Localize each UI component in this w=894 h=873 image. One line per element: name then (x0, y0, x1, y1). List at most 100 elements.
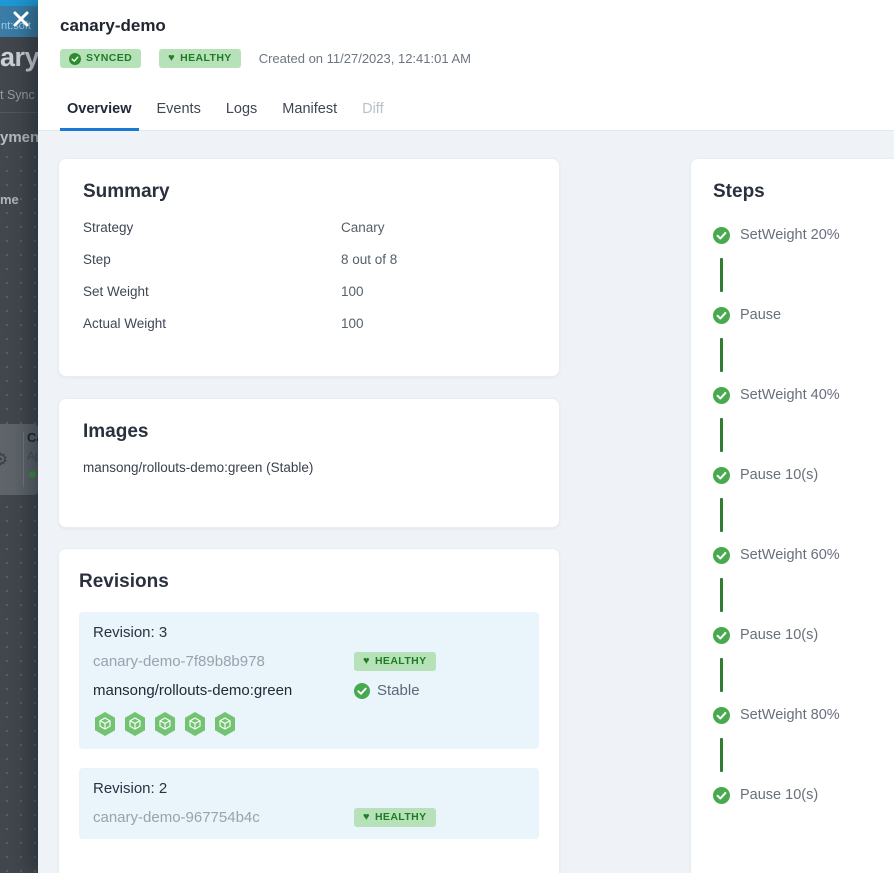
panel-header: canary-demo SYNCED ♥ HEALTHY Created on … (38, 0, 894, 131)
background-dot-grid (0, 150, 38, 873)
check-circle-icon (69, 52, 81, 65)
revision-title: Revision: 3 (93, 624, 168, 641)
steps-list: SetWeight 20% Pause SetWeight 40% Pause … (713, 225, 894, 805)
step-item: SetWeight 40% (713, 385, 894, 405)
summary-row-label: Set Weight (83, 284, 149, 299)
background-name-text-fragment: me (0, 192, 19, 207)
step-connector-line (720, 578, 723, 612)
step-label: Pause 10(s) (740, 467, 819, 483)
pod-icon[interactable] (183, 711, 207, 737)
background-divider (0, 112, 38, 113)
revisions-heading: Revisions (79, 571, 169, 592)
background-status-dot (29, 471, 36, 478)
step-check-circle-icon (713, 466, 730, 484)
step-item: Pause 10(s) (713, 625, 894, 645)
images-heading: Images (83, 421, 149, 442)
step-check-circle-icon (713, 626, 730, 644)
replicaset-name: canary-demo-7f89b8b978 (93, 653, 265, 670)
revision-replicaset-row: canary-demo-7f89b8b978 ♥ HEALTHY (93, 652, 525, 671)
summary-row-label: Actual Weight (83, 316, 167, 331)
background-card-fragment: ⚙ Ca Ap (0, 424, 38, 495)
page-title: canary-demo (60, 16, 166, 35)
close-panel-button[interactable] (11, 9, 31, 29)
step-connector-line (720, 418, 723, 452)
revision-healthy-badge: ♥ HEALTHY (354, 652, 436, 671)
step-connector-line (720, 338, 723, 372)
pods-row (93, 711, 525, 737)
summary-row-value: 100 (341, 284, 364, 299)
heart-icon: ♥ (363, 655, 370, 667)
panel-content: Summary Strategy Canary Step 8 out of 8 … (38, 131, 894, 873)
revision-replicaset-row: canary-demo-967754b4c ♥ HEALTHY (93, 808, 525, 827)
background-card-divider (23, 432, 24, 487)
summary-rows: Strategy Canary Step 8 out of 8 Set Weig… (83, 220, 535, 331)
tab-diff[interactable]: Diff (362, 101, 384, 117)
step-check-circle-icon (713, 786, 730, 804)
pod-icon[interactable] (213, 711, 237, 737)
image-status: Stable (354, 682, 420, 699)
step-label: Pause 10(s) (740, 627, 819, 643)
summary-row-value: 100 (341, 316, 364, 331)
revision-badge-label: HEALTHY (374, 655, 427, 667)
background-card-subtext-fragment: Ap (27, 451, 38, 463)
step-label: Pause 10(s) (740, 787, 819, 803)
revision-image-name: mansong/rollouts-demo:green (93, 682, 293, 699)
pod-icon[interactable] (153, 711, 177, 737)
background-card-text-fragment: Ca (27, 430, 38, 445)
step-item: SetWeight 80% (713, 705, 894, 725)
background-app-header-accent (0, 0, 38, 6)
revision-healthy-badge: ♥ HEALTHY (354, 808, 436, 827)
step-item: Pause 10(s) (713, 785, 894, 805)
step-item: SetWeight 20% (713, 225, 894, 245)
summary-row-value: Canary (341, 220, 385, 235)
main-column: Summary Strategy Canary Step 8 out of 8 … (58, 158, 560, 873)
dimmed-background-page: nt:soft ary- t Sync ymen me ⚙ Ca Ap (0, 0, 38, 873)
healthy-status-badge: ♥ HEALTHY (159, 49, 241, 68)
steps-card: Steps SetWeight 20% Pause SetWeight 40% … (690, 158, 894, 873)
revision-title-row: Revision: 3 (93, 624, 525, 641)
summary-heading: Summary (83, 181, 170, 202)
tab-bar: Overview Events Logs Manifest Diff (60, 101, 872, 131)
step-connector-line (720, 498, 723, 532)
background-sync-text-fragment: t Sync (0, 88, 35, 102)
revision-title-row: Revision: 2 (93, 780, 525, 797)
synced-status-badge: SYNCED (60, 49, 142, 68)
heart-icon: ♥ (363, 811, 370, 823)
image-status-label: Stable (377, 682, 420, 699)
synced-badge-label: SYNCED (86, 52, 133, 64)
summary-row-label: Strategy (83, 220, 134, 235)
step-label: SetWeight 20% (740, 227, 840, 243)
heart-icon: ♥ (168, 52, 176, 64)
close-icon (13, 11, 29, 27)
images-card: Images mansong/rollouts-demo:green (Stab… (58, 398, 560, 528)
revision-image-row: mansong/rollouts-demo:green Stable (93, 682, 525, 699)
revision-block-2: Revision: 2 canary-demo-967754b4c ♥ HEAL… (79, 768, 539, 839)
tab-manifest[interactable]: Manifest (282, 101, 338, 117)
step-check-circle-icon (713, 706, 730, 724)
summary-row-label: Step (83, 252, 111, 267)
step-check-circle-icon (713, 306, 730, 324)
step-check-circle-icon (713, 386, 730, 404)
revisions-card: Revisions Revision: 3 canary-demo-7f89b8… (58, 548, 560, 873)
step-label: SetWeight 80% (740, 707, 840, 723)
created-timestamp: Created on 11/27/2023, 12:41:01 AM (258, 51, 471, 66)
tab-events[interactable]: Events (156, 101, 201, 117)
step-connector-line (720, 738, 723, 772)
rollout-detail-panel: canary-demo SYNCED ♥ HEALTHY Created on … (38, 0, 894, 873)
step-check-circle-icon (713, 226, 730, 244)
step-check-circle-icon (713, 546, 730, 564)
gear-icon: ⚙ (0, 450, 9, 469)
image-item: mansong/rollouts-demo:green (Stable) (83, 460, 314, 475)
healthy-badge-label: HEALTHY (180, 52, 232, 64)
step-label: SetWeight 60% (740, 547, 840, 563)
step-label: Pause (740, 307, 782, 323)
steps-column: Steps SetWeight 20% Pause SetWeight 40% … (690, 158, 894, 873)
tab-overview[interactable]: Overview (60, 101, 139, 131)
tab-logs[interactable]: Logs (225, 101, 258, 117)
summary-card: Summary Strategy Canary Step 8 out of 8 … (58, 158, 560, 377)
pod-icon[interactable] (93, 711, 117, 737)
revision-title: Revision: 2 (93, 780, 168, 797)
pod-icon[interactable] (123, 711, 147, 737)
step-item: Pause (713, 305, 894, 325)
